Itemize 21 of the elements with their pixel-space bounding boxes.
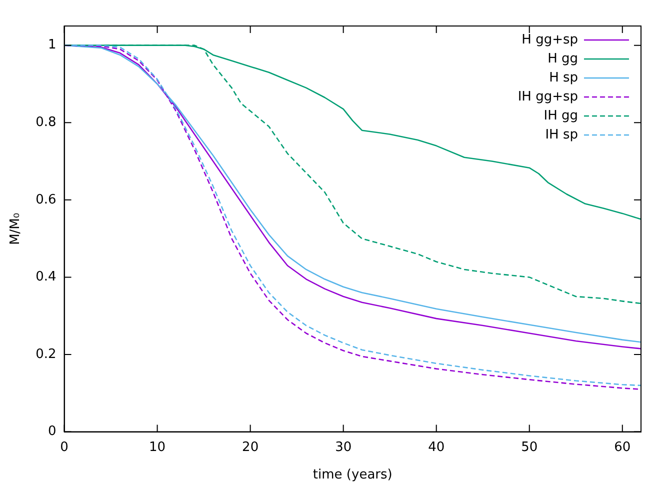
x-tick-label: 50 [521,440,538,455]
y-tick-label: 1 [48,38,56,53]
y-tick-label: 0 [48,424,56,440]
x-tick-label: 40 [428,440,445,455]
x-tick-label: 0 [60,440,68,455]
legend-label: H sp [549,70,578,86]
legend-label: H gg+sp [522,32,578,48]
legend-label: IH gg+sp [518,89,578,104]
x-tick-label: 30 [335,440,352,455]
legend-label: H gg [548,51,578,66]
y-tick-label: 0.4 [36,270,56,285]
legend-label: IH gg [544,108,578,124]
y-tick-label: 0.2 [36,346,56,362]
x-tick-label: 20 [242,440,259,455]
x-tick-label: 10 [149,440,166,455]
y-axis-title: M/M₀ [8,212,24,245]
legend-label: IH sp [545,127,578,142]
x-tick-label: 60 [614,440,631,455]
x-axis-title: time (years) [312,468,392,483]
y-tick-label: 0.6 [36,192,56,208]
y-tick-label: 0.8 [36,114,56,130]
